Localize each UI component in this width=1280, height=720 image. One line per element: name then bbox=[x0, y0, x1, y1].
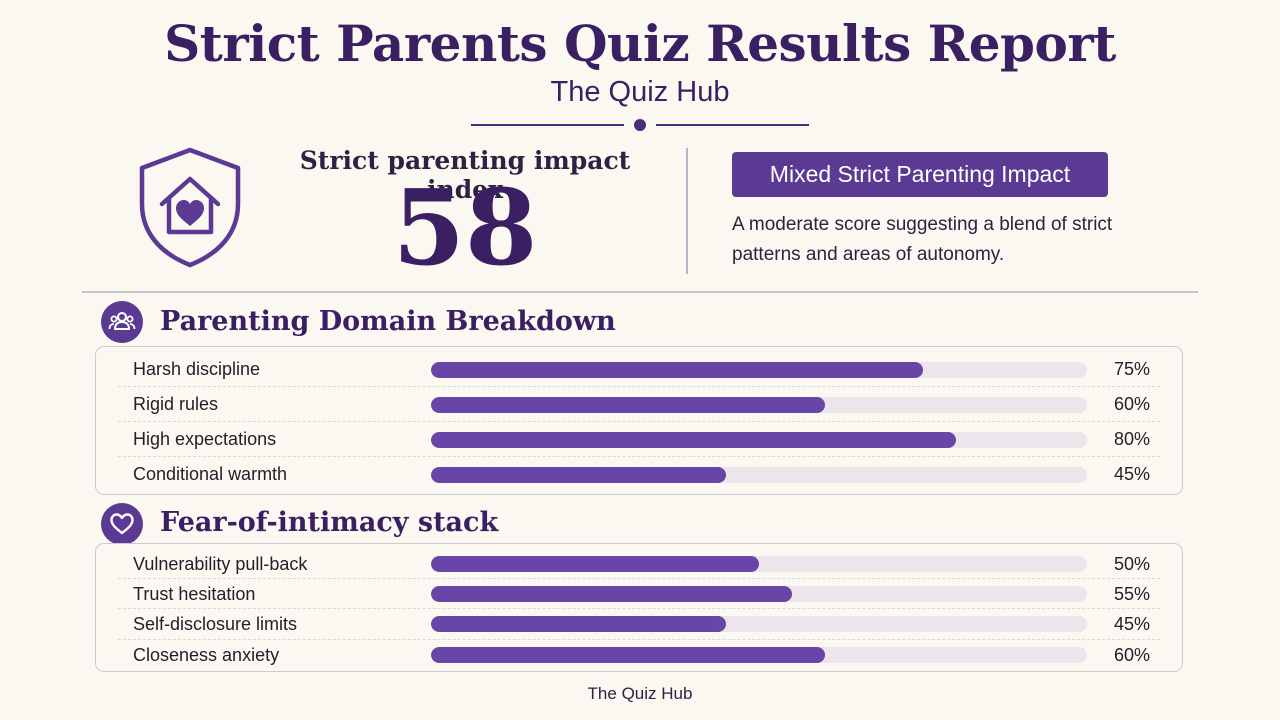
people-group-icon bbox=[101, 301, 143, 343]
intimacy-panel: Vulnerability pull-back 50% Trust hesita… bbox=[95, 543, 1183, 672]
domain-section-title: Parenting Domain Breakdown bbox=[160, 306, 616, 337]
row-separator bbox=[118, 578, 1160, 579]
row-separator bbox=[118, 421, 1160, 422]
shield-home-heart-icon bbox=[139, 147, 241, 268]
result-description: A moderate score suggesting a blend of s… bbox=[732, 214, 1113, 265]
domain-row-bar bbox=[431, 362, 923, 378]
domain-row-label: Rigid rules bbox=[133, 394, 219, 414]
intimacy-row-value: 60% bbox=[1113, 645, 1150, 665]
footer-text: The Quiz Hub bbox=[587, 684, 693, 703]
intimacy-row-bar bbox=[431, 586, 792, 602]
domain-row-track bbox=[431, 467, 1087, 483]
domain-panel: Harsh discipline 75% Rigid rules 60% Hig… bbox=[95, 346, 1183, 495]
domain-row-bar bbox=[431, 467, 727, 483]
section-divider bbox=[82, 291, 1198, 293]
intimacy-row-track bbox=[431, 586, 1087, 602]
row-separator bbox=[118, 456, 1160, 457]
title-divider-left bbox=[471, 124, 624, 126]
row-separator bbox=[118, 386, 1160, 387]
row-separator bbox=[118, 608, 1160, 609]
intimacy-row-label: Vulnerability pull-back bbox=[133, 554, 308, 574]
impact-index-value: 58 bbox=[392, 166, 538, 289]
intimacy-row-bar bbox=[431, 647, 825, 663]
domain-row-track bbox=[431, 397, 1087, 413]
intimacy-row-track bbox=[431, 647, 1087, 663]
impact-index-label: Strict parenting impact index bbox=[299, 146, 631, 204]
intimacy-row-value: 50% bbox=[1113, 554, 1150, 574]
intimacy-row-value: 55% bbox=[1113, 584, 1150, 604]
intimacy-row-label: Trust hesitation bbox=[133, 584, 256, 604]
domain-row-label: Harsh discipline bbox=[133, 359, 261, 379]
intimacy-row-value: 45% bbox=[1113, 614, 1150, 634]
title-divider-right bbox=[656, 124, 809, 126]
domain-row-label: High expectations bbox=[133, 429, 277, 449]
intimacy-row-track bbox=[431, 616, 1087, 632]
intimacy-row-label: Closeness anxiety bbox=[133, 645, 280, 665]
domain-row-label: Conditional warmth bbox=[133, 464, 288, 484]
intimacy-section-title: Fear-of-intimacy stack bbox=[160, 507, 499, 538]
domain-row-value: 60% bbox=[1113, 394, 1150, 414]
domain-row-value: 75% bbox=[1113, 359, 1150, 379]
domain-row-track bbox=[431, 362, 1087, 378]
domain-row-bar bbox=[431, 432, 956, 448]
intimacy-row-bar bbox=[431, 616, 727, 632]
domain-row-track bbox=[431, 432, 1087, 448]
intimacy-row-track bbox=[431, 556, 1087, 572]
intimacy-row-bar bbox=[431, 556, 759, 572]
row-separator bbox=[118, 639, 1160, 640]
domain-row-value: 80% bbox=[1113, 429, 1150, 449]
report-title: Strict Parents Quiz Results Report bbox=[164, 14, 1116, 73]
domain-row-bar bbox=[431, 397, 825, 413]
result-badge: Mixed Strict Parenting Impact bbox=[732, 152, 1108, 197]
heart-icon bbox=[101, 503, 143, 545]
domain-row-value: 45% bbox=[1113, 464, 1150, 484]
vertical-divider bbox=[686, 148, 688, 274]
intimacy-row-label: Self-disclosure limits bbox=[133, 614, 298, 634]
title-divider-dot bbox=[634, 119, 646, 131]
report-subtitle: The Quiz Hub bbox=[550, 76, 730, 108]
